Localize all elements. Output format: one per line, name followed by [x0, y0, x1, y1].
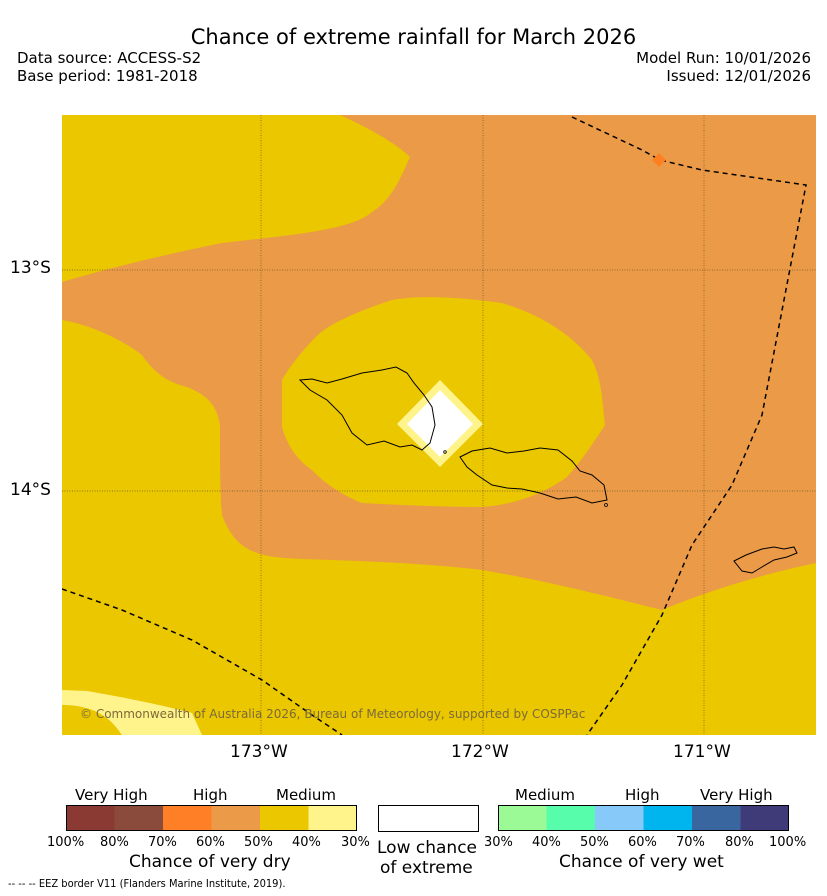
dry-swatch	[211, 805, 260, 831]
dry-tick: 80%	[100, 835, 129, 850]
wet-colorbar	[498, 805, 789, 831]
tutuila-island	[733, 546, 798, 574]
dry-swatch	[260, 805, 309, 831]
eez-footnote-text: EEZ border V11 (Flanders Marine Institut…	[38, 877, 286, 890]
copyright-text: © Commonwealth of Australia 2026, Bureau…	[80, 707, 585, 721]
dry-tick: 70%	[148, 835, 177, 850]
low-chance-region	[407, 390, 473, 457]
wet-swatch	[595, 805, 644, 831]
lat-label-14s: 14°S	[10, 480, 51, 500]
low-dry-region	[62, 690, 202, 735]
dry-colorbar	[66, 805, 357, 831]
wet-colorbar-title: Chance of very wet	[559, 852, 724, 872]
issued-label: Issued: 12/01/2026	[666, 67, 811, 85]
dry-swatch	[66, 805, 115, 831]
dry-swatch	[163, 805, 212, 831]
wet-swatch	[546, 805, 595, 831]
low-chance-title-1: Low chance	[377, 838, 477, 858]
small-islet	[443, 450, 447, 454]
lon-label-173w: 173°W	[230, 742, 288, 762]
dry-tick: 100%	[47, 835, 85, 850]
dry-tick: 40%	[292, 835, 321, 850]
dry-tick: 30%	[341, 835, 370, 850]
wet-swatch	[498, 805, 547, 831]
dry-swatch	[308, 805, 357, 831]
wet-tick: 60%	[628, 835, 657, 850]
wet-tick: 30%	[484, 835, 513, 850]
eez-border	[62, 588, 343, 735]
savaii-island	[298, 366, 436, 451]
wet-group-medium: Medium	[515, 786, 575, 804]
data-source-label: Data source: ACCESS-S2	[17, 49, 202, 67]
rainfall-map: © Commonwealth of Australia 2026, Bureau…	[62, 115, 816, 735]
wet-swatch	[740, 805, 789, 831]
small-islet	[604, 503, 608, 507]
wet-group-high: High	[625, 786, 660, 804]
wet-group-very-high: Very High	[700, 786, 773, 804]
wet-swatch	[692, 805, 741, 831]
low-chance-swatch	[378, 805, 479, 832]
wet-swatch	[643, 805, 692, 831]
dry-group-high: High	[193, 786, 228, 804]
eez-footnote: -- -- -- EEZ border V11 (Flanders Marine…	[8, 877, 285, 890]
dry-colorbar-title: Chance of very dry	[129, 852, 291, 872]
model-run-label: Model Run: 10/01/2026	[636, 49, 811, 67]
upolu-island	[459, 447, 608, 504]
wet-tick: 80%	[725, 835, 754, 850]
eez-border	[571, 116, 807, 735]
base-period-label: Base period: 1981-2018	[17, 67, 198, 85]
wet-tick: 40%	[532, 835, 561, 850]
lon-label-172w: 172°W	[451, 742, 509, 762]
dry-swatch	[114, 805, 163, 831]
dry-group-medium: Medium	[276, 786, 336, 804]
lon-label-171w: 171°W	[673, 742, 731, 762]
wet-tick: 50%	[580, 835, 609, 850]
dry-tick: 60%	[196, 835, 225, 850]
dry-tick: 50%	[244, 835, 273, 850]
point-marker	[652, 153, 666, 167]
dry-group-very-high: Very High	[75, 786, 148, 804]
lat-label-13s: 13°S	[10, 258, 51, 278]
eez-line-symbol: -- -- --	[8, 877, 36, 890]
chart-title: Chance of extreme rainfall for March 202…	[190, 25, 637, 49]
wet-tick: 100%	[769, 835, 807, 850]
low-chance-title-2: of extreme	[380, 858, 473, 878]
wet-tick: 70%	[676, 835, 705, 850]
